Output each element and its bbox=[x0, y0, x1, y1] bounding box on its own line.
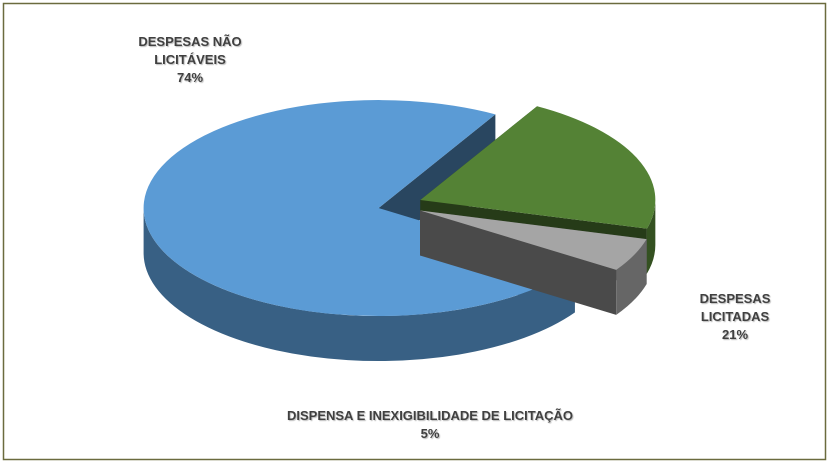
slice-top bbox=[420, 210, 647, 270]
pie-slice bbox=[420, 210, 647, 315]
category-label: DESPESAS LICITADAS bbox=[699, 291, 771, 324]
slice-cut-face bbox=[420, 210, 617, 315]
value-label: 74% bbox=[176, 70, 204, 85]
slice-side bbox=[143, 208, 575, 362]
category-label: DESPESAS NÃO LICITÁVEIS bbox=[138, 34, 242, 67]
slice-label: DESPESAS LICITADAS 21% bbox=[680, 290, 790, 344]
value-label: 5% bbox=[420, 426, 440, 441]
slice-side bbox=[616, 239, 647, 315]
category-label: DISPENSA E INEXIGIBILIDADE DE LICITAÇÃO bbox=[286, 408, 574, 423]
slice-label: DISPENSA E INEXIGIBILIDADE DE LICITAÇÃO … bbox=[220, 407, 640, 443]
slice-side bbox=[646, 199, 656, 274]
value-label: 21% bbox=[721, 327, 749, 342]
slice-top bbox=[420, 106, 656, 229]
slice-label: DESPESAS NÃO LICITÁVEIS 74% bbox=[105, 33, 275, 87]
